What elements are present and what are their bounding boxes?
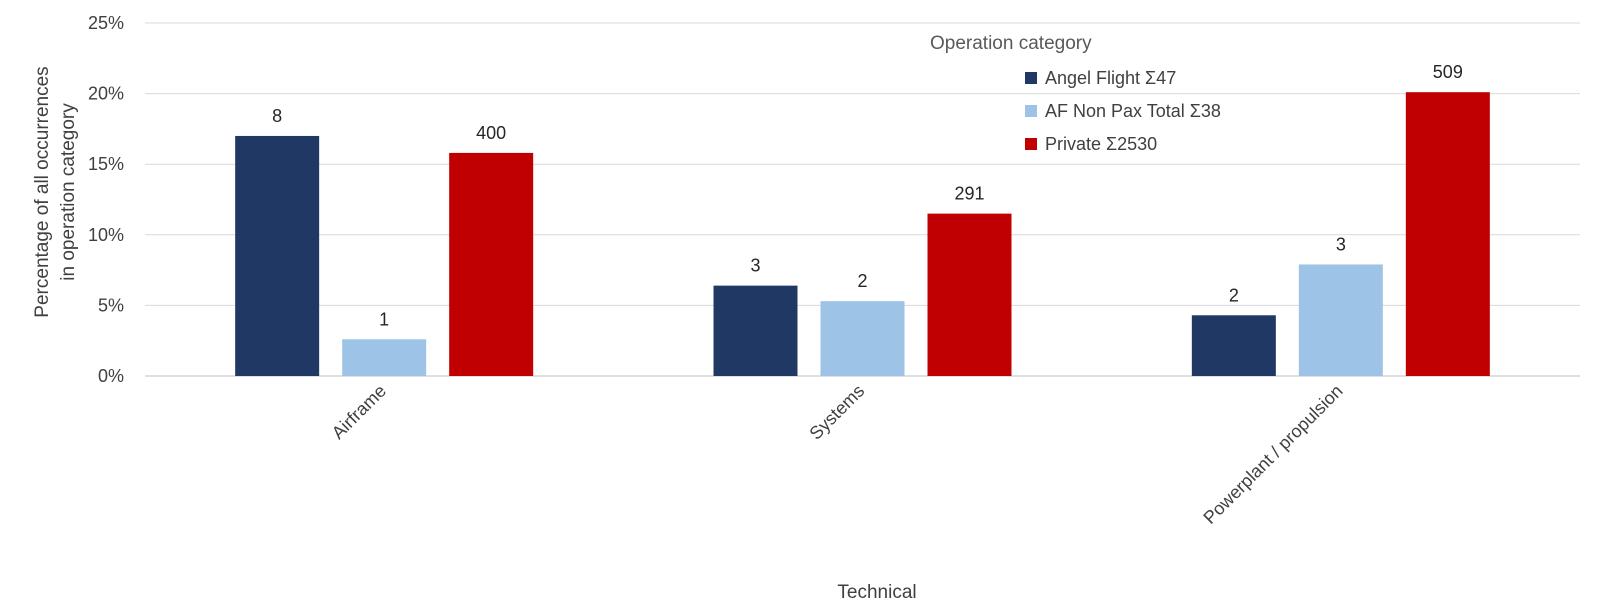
bars [235,92,1490,377]
bar [342,339,427,376]
legend-swatch [1025,105,1037,117]
y-tick-label: 5% [98,295,124,315]
y-tick-label: 25% [88,13,124,33]
legend-title: Operation category [930,33,1092,54]
legend-swatch [1025,72,1037,84]
legend-label: AF Non Pax Total Σ38 [1045,101,1221,121]
bar [235,135,320,376]
data-label: 3 [750,256,760,276]
x-axis-title: Technical [837,582,916,603]
data-labels: 8 1 400 3 2 291 2 3 509 [272,62,1463,329]
y-tick-label: 15% [88,154,124,174]
x-axis-categories: Airframe Systems Powerplant / propulsion [328,381,1347,528]
bar [1298,264,1383,376]
x-tick-label: Powerplant / propulsion [1199,381,1346,528]
legend-swatch [1025,138,1037,150]
bar [927,213,1012,376]
bar [713,285,798,376]
bar [1191,315,1276,376]
data-label: 1 [379,309,389,329]
y-axis-ticks: 0% 5% 10% 15% 20% 25% [88,13,124,386]
data-label: 3 [1336,234,1346,254]
data-label: 509 [1433,62,1463,82]
legend-label: Angel Flight Σ47 [1045,68,1176,88]
x-tick-label: Systems [805,381,868,444]
data-label: 8 [272,106,282,126]
y-tick-label: 10% [88,225,124,245]
bar [1405,92,1490,377]
y-axis-title-line2: in operation category [58,103,79,281]
bar [820,301,905,376]
data-label: 2 [857,271,867,291]
x-tick-label: Airframe [328,381,390,443]
data-label: 400 [476,123,506,143]
data-label: 2 [1229,285,1239,305]
y-tick-label: 20% [88,84,124,104]
data-label: 291 [954,184,984,204]
bar [449,152,534,376]
y-axis-title-line1: Percentage of all occurrences [32,66,53,317]
legend-label: Private Σ2530 [1045,134,1157,154]
y-tick-label: 0% [98,366,124,386]
legend: Operation category Angel Flight Σ47 AF No… [930,33,1221,154]
